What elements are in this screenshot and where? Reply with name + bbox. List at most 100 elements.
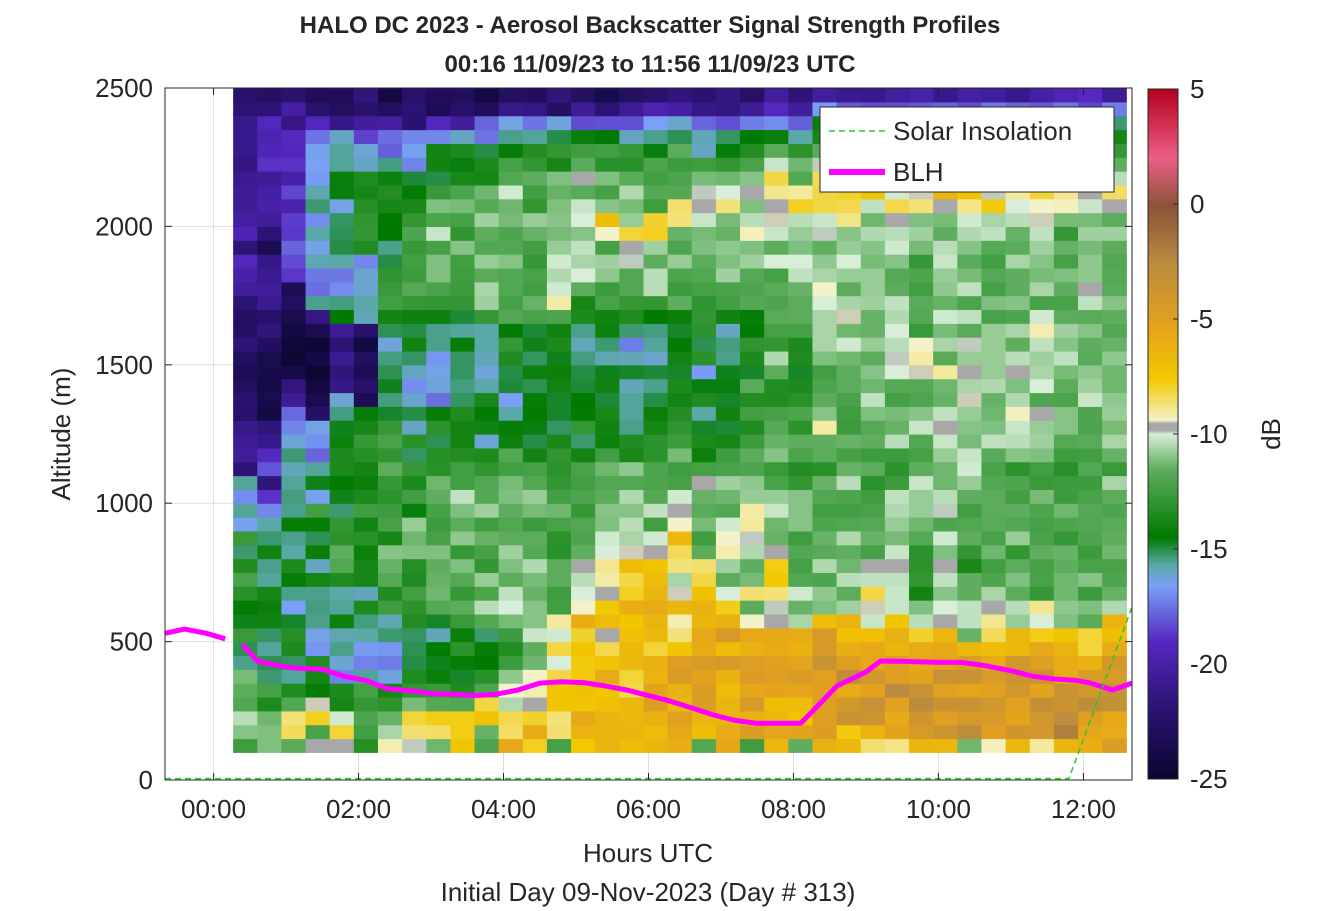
heatmap-cell [836, 434, 862, 449]
heatmap-cell [812, 613, 838, 629]
heatmap-cell [740, 254, 765, 269]
heatmap-cell [450, 724, 476, 740]
heatmap-cell [522, 378, 548, 394]
heatmap-cell [426, 267, 451, 283]
heatmap-cell [788, 323, 814, 338]
heatmap-cell [667, 392, 693, 407]
heatmap-cell [884, 669, 910, 684]
heatmap-cell [667, 613, 693, 629]
heatmap-cell [788, 226, 814, 241]
heatmap-cell [860, 738, 886, 753]
heatmap-cell [836, 309, 862, 324]
heatmap-cell [522, 254, 548, 269]
heatmap-cell [450, 364, 476, 380]
heatmap-cell [788, 669, 814, 684]
heatmap-cell [498, 613, 524, 629]
heatmap-cell [281, 738, 307, 753]
heatmap-cell [764, 696, 789, 712]
heatmap-cell [812, 392, 838, 407]
heatmap-cell [691, 738, 717, 753]
heatmap-cell [1053, 295, 1079, 311]
heatmap-cell [909, 517, 934, 532]
heatmap-cell [450, 101, 476, 117]
heatmap-cell [764, 295, 789, 311]
heatmap-cell [233, 226, 258, 241]
heatmap-cell [595, 710, 620, 726]
heatmap-cell [498, 434, 524, 449]
heatmap-cell [836, 572, 862, 587]
heatmap-cell [377, 558, 403, 573]
heatmap-cell [546, 696, 572, 712]
heatmap-cell [1005, 710, 1031, 726]
heatmap-cell [643, 143, 669, 158]
heatmap-cell [1029, 627, 1055, 643]
heatmap-cell [281, 350, 307, 366]
heatmap-cell [522, 696, 548, 712]
heatmap-cell [1005, 544, 1031, 560]
heatmap-cell [691, 641, 717, 657]
heatmap-cell [933, 517, 958, 532]
heatmap-cell [571, 558, 596, 573]
heatmap-cell [981, 420, 1007, 435]
heatmap-cell [329, 184, 355, 200]
heatmap-cell [305, 696, 331, 712]
heatmap-cell [933, 683, 958, 698]
heatmap-cell [884, 447, 910, 463]
heatmap-cell [377, 309, 403, 324]
heatmap-cell [281, 627, 307, 643]
heatmap-cell [619, 281, 645, 297]
heatmap-cell [571, 157, 596, 172]
heatmap-cell [353, 378, 379, 394]
heatmap-cell [402, 475, 427, 490]
heatmap-cell [1005, 475, 1031, 490]
heatmap-cell [981, 267, 1007, 283]
heatmap-cell [377, 434, 403, 449]
heatmap-cell [1078, 406, 1103, 421]
heatmap-cell [1029, 420, 1055, 435]
heatmap-cell [281, 115, 307, 131]
heatmap-cell [281, 503, 307, 518]
heatmap-cell [281, 696, 307, 712]
heatmap-cell [981, 309, 1007, 324]
heatmap-cell [667, 115, 693, 131]
heatmap-cell [305, 198, 331, 214]
heatmap-cell [329, 350, 355, 366]
heatmap-cell [860, 240, 886, 255]
heatmap-cell [498, 267, 524, 283]
heatmap-cell [546, 88, 572, 103]
heatmap-cell [909, 683, 934, 698]
heatmap-cell [740, 572, 765, 587]
heatmap-cell [329, 586, 355, 601]
heatmap-cell [474, 143, 500, 158]
heatmap-cell [595, 364, 620, 380]
heatmap-cell [812, 517, 838, 532]
heatmap-cell [1029, 212, 1055, 227]
heatmap-cell [498, 586, 524, 601]
heatmap-cell [426, 517, 451, 532]
heatmap-cell [595, 420, 620, 435]
heatmap-cell [546, 281, 572, 297]
heatmap-cell [812, 88, 838, 103]
heatmap-cell [353, 101, 379, 117]
heatmap-cell [715, 254, 741, 269]
heatmap-cell [836, 503, 862, 518]
heatmap-cell [788, 129, 814, 144]
heatmap-cell [884, 572, 910, 587]
heatmap-cell [281, 544, 307, 560]
heatmap-cell [764, 530, 789, 546]
heatmap-cell [715, 420, 741, 435]
heatmap-cell [329, 627, 355, 643]
heatmap-cell [740, 101, 765, 117]
heatmap-cell [426, 406, 451, 421]
heatmap-cell [1078, 558, 1103, 573]
heatmap-cell [619, 129, 645, 144]
heatmap-cell [933, 724, 958, 740]
heatmap-cell [788, 378, 814, 394]
heatmap-cell [329, 544, 355, 560]
heatmap-cell [836, 655, 862, 670]
colorbar-tick-label-6: -25 [1190, 764, 1228, 794]
heatmap-cell [546, 184, 572, 200]
heatmap-cell [522, 724, 548, 740]
heatmap-cell [281, 171, 307, 186]
heatmap-cell [1078, 517, 1103, 532]
